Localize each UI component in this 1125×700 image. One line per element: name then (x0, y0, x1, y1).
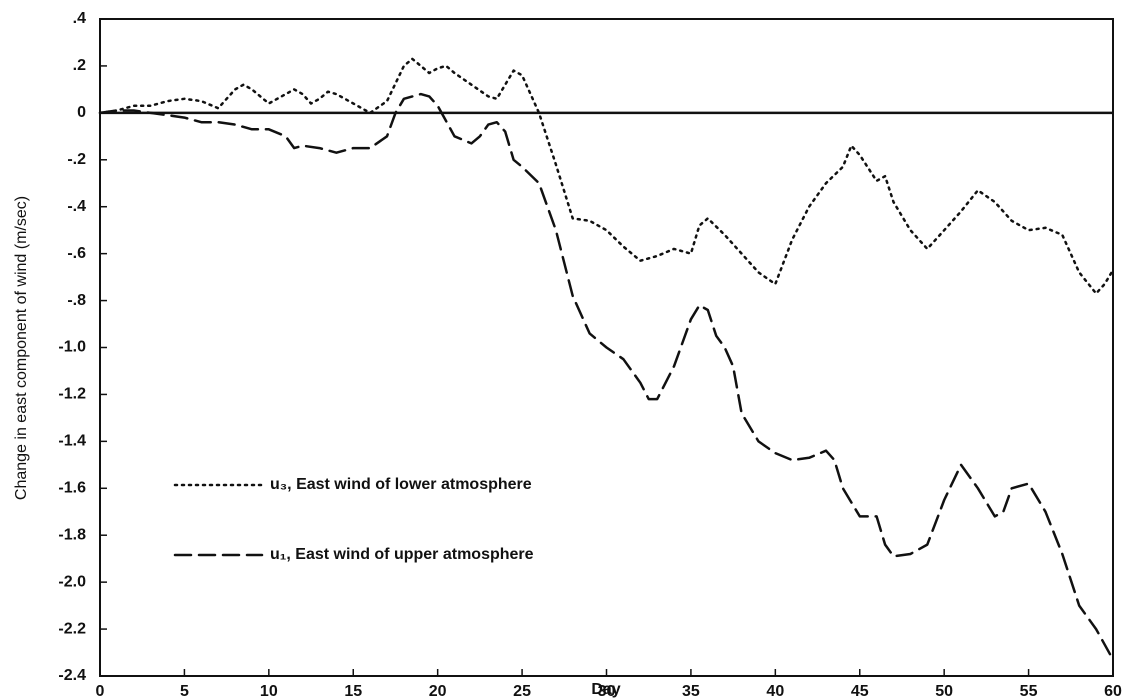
y-tick-label: .4 (73, 10, 86, 27)
x-tick-label: 5 (180, 683, 189, 700)
x-tick-label: 25 (513, 683, 531, 700)
legend-label: u₃, East wind of lower atmosphere (270, 476, 532, 493)
y-tick-label: -1.6 (58, 480, 86, 497)
y-tick-label: -.4 (67, 198, 86, 215)
x-tick-label: 55 (1020, 683, 1038, 700)
x-tick-label: 20 (429, 683, 447, 700)
y-tick-label: -1.8 (58, 526, 86, 543)
series-line (98, 92, 1115, 661)
y-tick-label: -1.4 (58, 433, 86, 450)
y-tick-label: .2 (73, 57, 86, 74)
y-tick-label: -.8 (67, 292, 86, 309)
y-tick-label: -2.2 (58, 620, 86, 637)
y-tick-label: -1.0 (58, 339, 86, 356)
y-tick-label: -2.0 (58, 573, 86, 590)
x-tick-label: 10 (260, 683, 278, 700)
y-tick-label: -1.2 (58, 386, 86, 403)
x-axis-label: Day (591, 681, 620, 698)
x-tick-label: 60 (1104, 683, 1122, 700)
x-tick-label: 15 (344, 683, 362, 700)
legend-label: u₁, East wind of upper atmosphere (270, 546, 534, 563)
x-tick-label: 30 (598, 683, 616, 700)
x-tick-label: 50 (935, 683, 953, 700)
x-tick-label: 35 (682, 683, 700, 700)
series-line (98, 57, 1115, 295)
y-tick-label: -2.4 (58, 667, 86, 684)
x-tick-label: 45 (851, 683, 869, 700)
x-tick-label: 0 (96, 683, 105, 700)
x-tick-label: 40 (766, 683, 784, 700)
y-tick-label: 0 (77, 104, 86, 121)
y-axis-label: Change in east component of wind (m/sec) (13, 196, 30, 500)
y-tick-label: -.6 (67, 245, 86, 262)
y-tick-label: -.2 (67, 151, 86, 168)
